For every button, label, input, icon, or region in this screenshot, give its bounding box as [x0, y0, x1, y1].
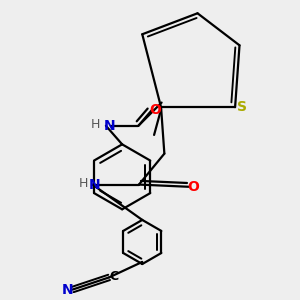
Text: H: H [79, 177, 88, 190]
Text: O: O [149, 103, 161, 116]
Text: N: N [62, 283, 74, 296]
Text: N: N [103, 119, 115, 133]
Text: H: H [91, 118, 100, 131]
Text: O: O [187, 180, 199, 194]
Text: C: C [109, 270, 118, 283]
Text: S: S [237, 100, 247, 114]
Text: N: N [89, 178, 101, 192]
